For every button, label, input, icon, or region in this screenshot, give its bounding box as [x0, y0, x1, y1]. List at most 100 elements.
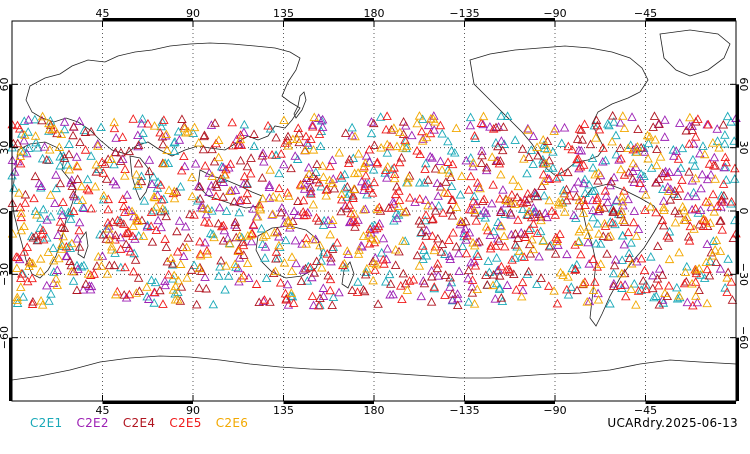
obs-point: [12, 298, 23, 307]
frame-bar-top: [102, 18, 193, 21]
obs-point: [170, 137, 180, 146]
obs-point: [477, 150, 487, 160]
obs-point: [19, 221, 29, 231]
obs-point: [311, 256, 322, 266]
obs-point: [19, 135, 29, 145]
obs-point: [253, 211, 263, 221]
obs-point: [515, 196, 526, 206]
lat-tick-label-left: −60: [0, 326, 11, 349]
obs-point: [452, 300, 463, 309]
obs-point: [370, 265, 380, 274]
obs-point: [176, 165, 187, 175]
obs-point: [641, 284, 651, 294]
obs-point: [655, 152, 666, 161]
obs-point: [124, 289, 135, 299]
obs-point: [161, 211, 172, 221]
obs-point: [44, 118, 54, 128]
obs-point: [49, 267, 59, 276]
obs-point: [150, 277, 161, 287]
obs-point: [683, 191, 693, 201]
obs-point: [344, 200, 355, 209]
frame-bar-right: [736, 84, 739, 148]
obs-point: [348, 193, 358, 202]
obs-point: [532, 228, 543, 237]
obs-point: [229, 196, 239, 206]
obs-point: [388, 196, 398, 206]
obs-point: [483, 256, 494, 265]
obs-point: [573, 237, 584, 246]
obs-point: [296, 180, 306, 190]
obs-point: [156, 194, 167, 204]
obs-point: [257, 172, 268, 182]
coast-antarctica: [11, 355, 737, 402]
obs-point: [195, 193, 205, 203]
obs-point: [234, 207, 244, 217]
obs-point: [215, 174, 226, 183]
obs-point: [591, 238, 601, 248]
obs-point: [79, 260, 89, 270]
obs-point: [403, 173, 414, 182]
obs-point: [334, 147, 345, 157]
obs-point: [617, 255, 627, 264]
obs-point: [395, 127, 405, 137]
obs-point: [392, 141, 402, 151]
obs-point: [324, 175, 335, 185]
obs-point: [722, 273, 732, 282]
obs-point: [624, 253, 635, 263]
lon-tick-label-top: 90: [186, 7, 200, 20]
obs-point: [498, 185, 508, 194]
obs-point: [594, 124, 605, 134]
obs-point: [251, 279, 262, 288]
obs-point: [49, 123, 60, 133]
obs-point: [651, 291, 662, 300]
obs-point: [168, 285, 179, 294]
obs-point: [32, 235, 43, 245]
obs-point: [23, 115, 34, 124]
lon-tick-label-bottom: 135: [273, 404, 294, 417]
obs-point: [102, 174, 112, 183]
obs-point: [30, 206, 41, 216]
obs-point: [271, 132, 281, 142]
obs-point: [430, 241, 441, 251]
obs-point: [573, 154, 584, 163]
obs-point: [156, 222, 166, 232]
obs-point: [593, 168, 604, 177]
obs-point: [629, 278, 640, 288]
lon-tick-label-bottom: 90: [186, 404, 200, 417]
obs-point: [563, 289, 574, 299]
obs-point: [172, 226, 182, 236]
obs-point: [708, 160, 719, 170]
obs-point: [662, 231, 672, 240]
obs-point: [433, 200, 444, 210]
obs-point: [440, 290, 450, 299]
obs-point: [476, 158, 487, 167]
obs-point: [173, 275, 184, 285]
obs-point: [233, 263, 244, 273]
obs-point: [59, 153, 70, 162]
obs-point: [363, 229, 374, 239]
obs-point: [15, 151, 26, 160]
obs-point: [421, 132, 432, 142]
obs-point: [706, 247, 717, 257]
obs-point: [27, 258, 38, 268]
obs-point: [428, 214, 438, 223]
obs-point: [368, 118, 379, 128]
obs-point: [72, 174, 83, 183]
obs-point: [605, 217, 616, 226]
obs-point: [524, 206, 534, 216]
obs-point: [524, 225, 534, 235]
obs-point: [364, 157, 375, 166]
graticule: [12, 21, 736, 401]
obs-point: [592, 195, 602, 205]
obs-point: [602, 197, 613, 207]
frame-bar-bottom: [645, 401, 736, 404]
obs-point: [265, 165, 275, 174]
obs-point: [97, 157, 107, 166]
obs-point: [234, 253, 245, 262]
obs-point: [12, 292, 23, 302]
obs-point: [16, 273, 26, 282]
obs-point: [639, 265, 650, 275]
obs-point: [133, 179, 143, 188]
obs-point: [369, 140, 380, 150]
obs-point: [12, 295, 23, 304]
